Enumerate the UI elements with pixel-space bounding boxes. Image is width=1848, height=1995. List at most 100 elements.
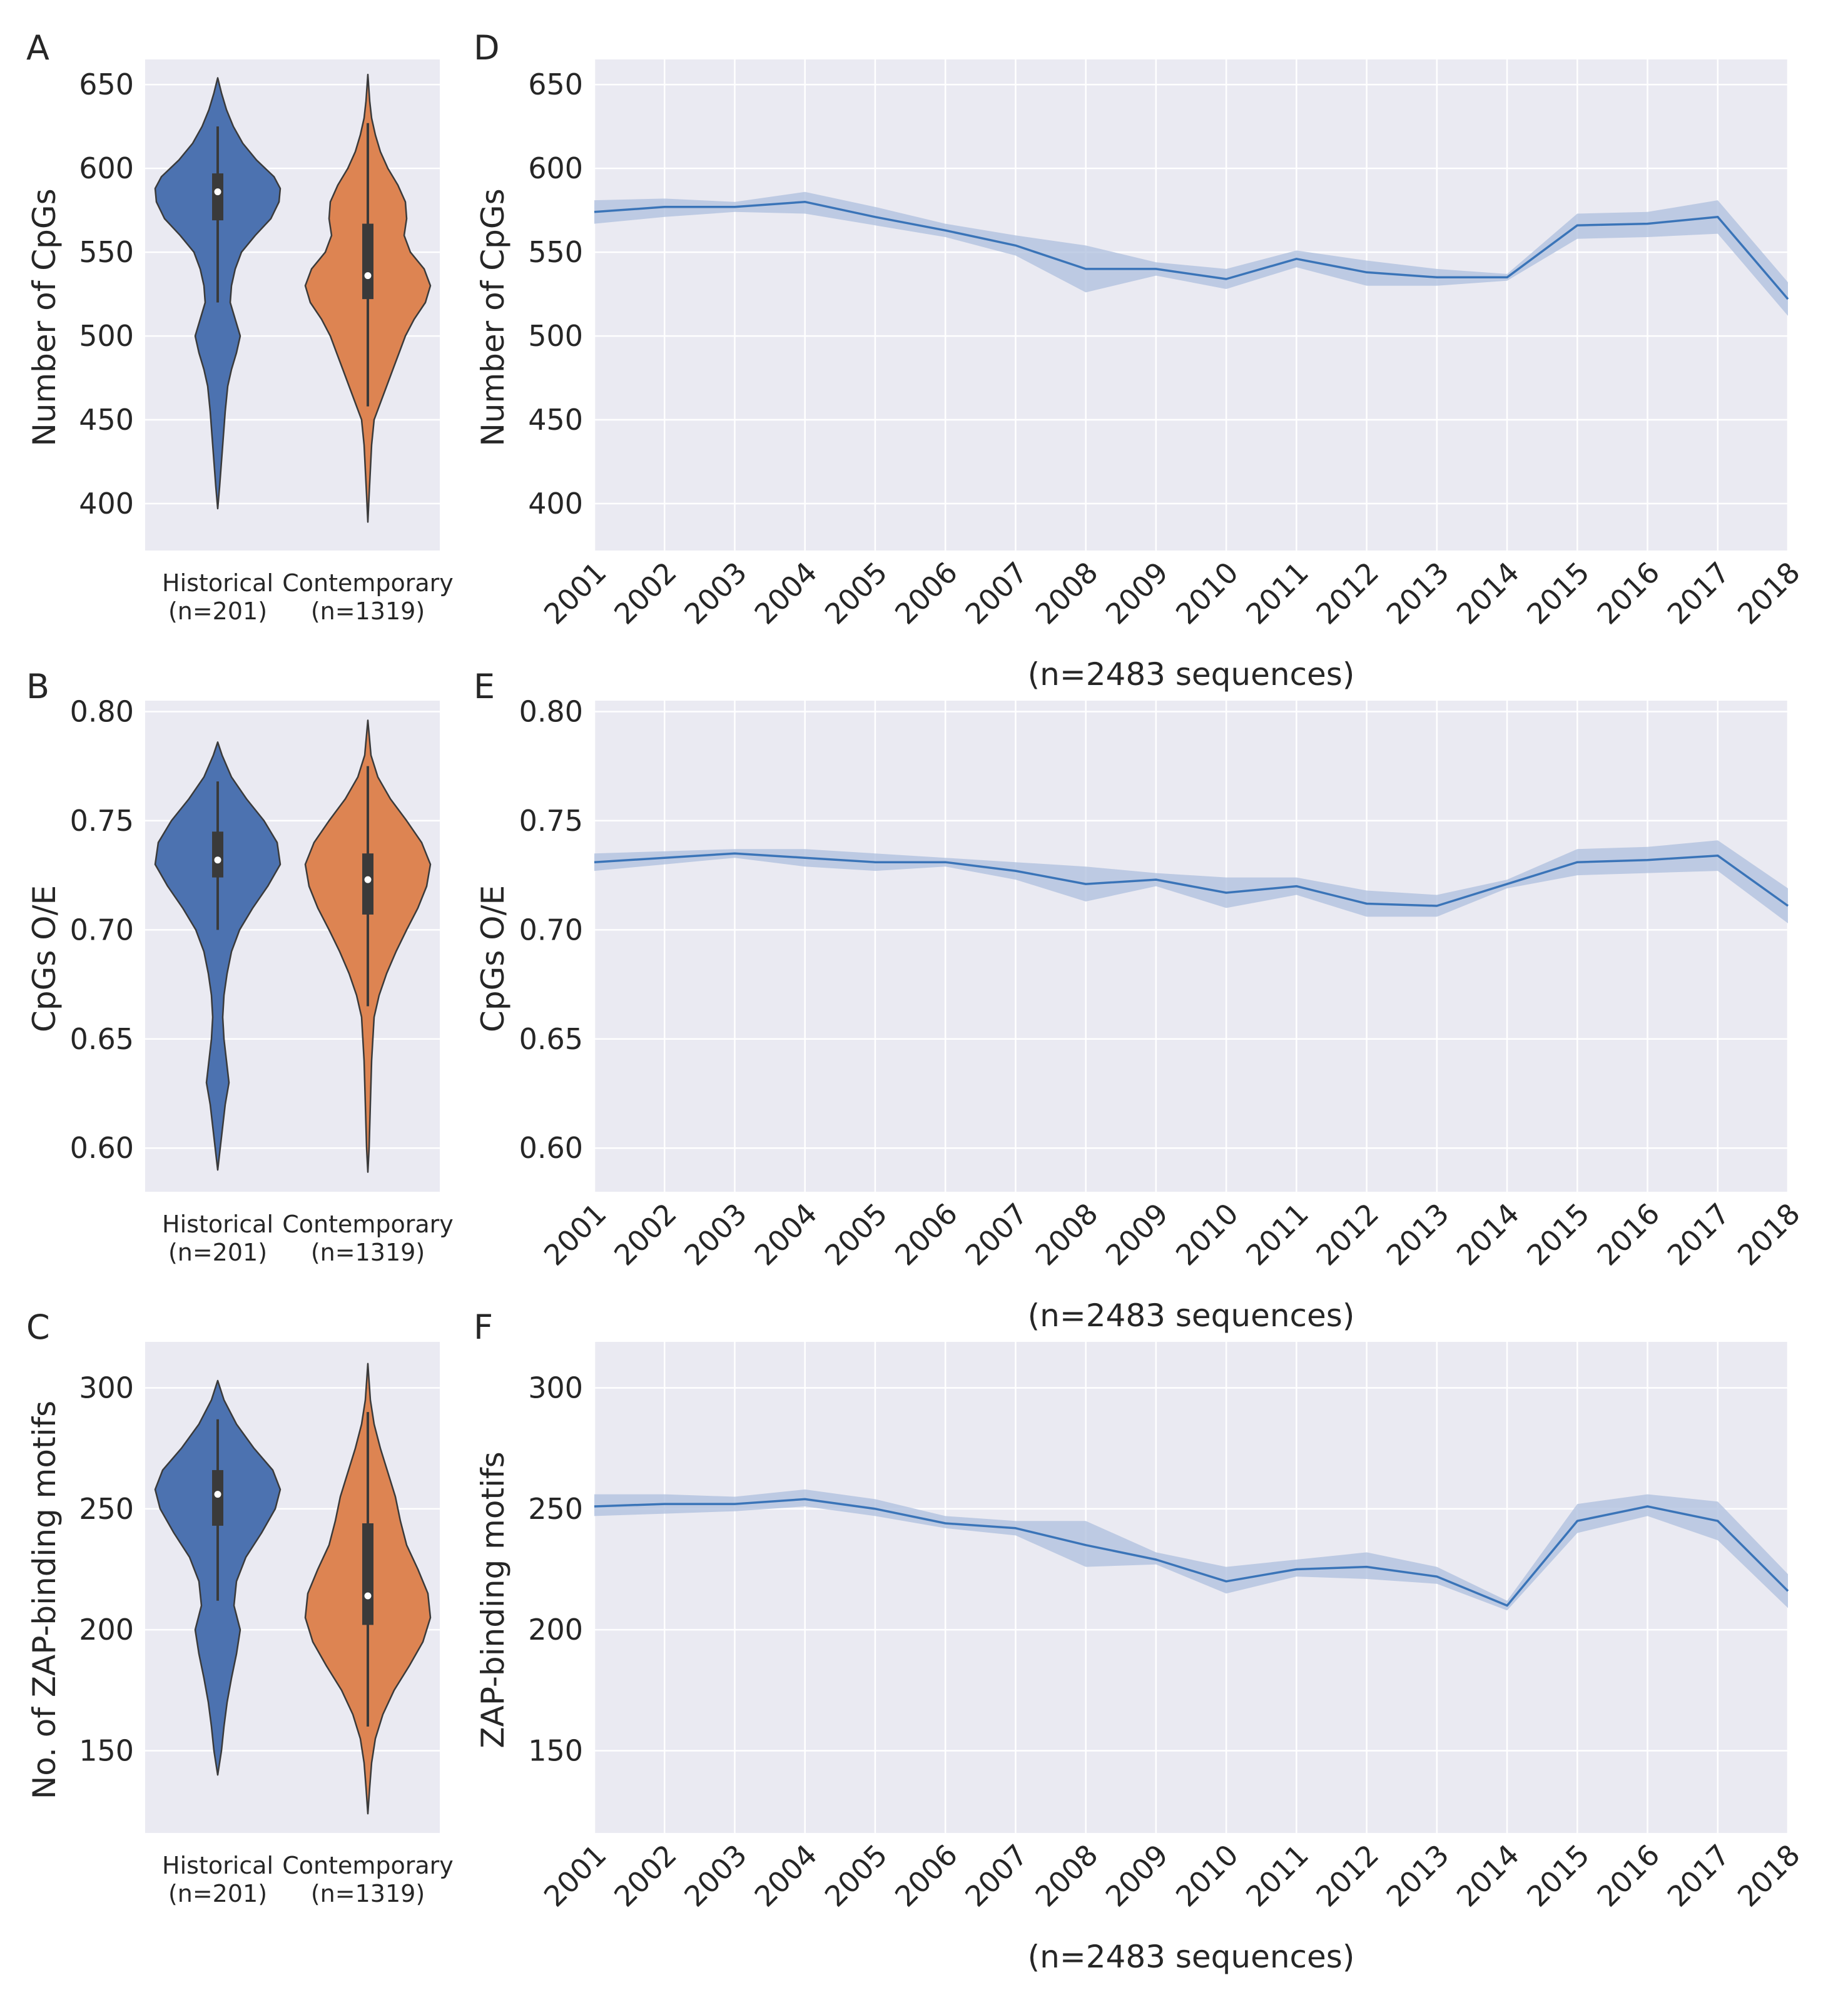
x-tick-label: 2001 (537, 556, 613, 631)
y-tick-label: 0.60 (519, 1131, 583, 1165)
x-tick-label: 2006 (888, 1197, 964, 1272)
x-tick-label: 2013 (1380, 556, 1456, 631)
violin-iqr-box (212, 173, 223, 221)
y-tick-label: 0.60 (70, 1131, 134, 1165)
x-tick-label: 2018 (1731, 1838, 1807, 1914)
x-tick-label: 2007 (958, 1197, 1034, 1272)
category-label: Contemporary (282, 569, 454, 597)
panel-letter: B (26, 667, 49, 706)
x-tick-label: 2008 (1028, 556, 1104, 631)
x-tick-label: 2017 (1661, 1197, 1737, 1272)
x-tick-label: 2014 (1450, 1197, 1526, 1272)
y-tick-label: 150 (528, 1734, 583, 1768)
confidence-band (594, 1489, 1788, 1611)
x-tick-label: 2016 (1590, 1197, 1666, 1272)
category-n-label: (n=1319) (311, 1880, 425, 1907)
x-tick-label: 2012 (1309, 1197, 1385, 1272)
y-tick-label: 300 (79, 1371, 134, 1404)
x-tick-label: 2005 (818, 1838, 894, 1914)
x-tick-label: 2010 (1169, 1838, 1245, 1914)
x-axis-label: (n=2483 sequences) (1028, 1297, 1355, 1334)
x-tick-label: 2015 (1520, 1197, 1596, 1272)
violin-median-dot (364, 1592, 372, 1600)
x-tick-label: 2013 (1380, 1838, 1456, 1914)
violin-iqr-box (362, 223, 373, 300)
violin-median-dot (214, 188, 221, 196)
y-tick-label: 600 (79, 151, 134, 185)
violin-iqr-box (362, 1523, 373, 1625)
x-tick-label: 2009 (1099, 556, 1175, 631)
y-tick-label: 0.65 (70, 1022, 134, 1056)
y-tick-label: 550 (79, 235, 134, 269)
x-tick-label: 2002 (607, 1197, 683, 1272)
y-tick-label: 200 (528, 1613, 583, 1647)
plot-background (594, 1342, 1788, 1833)
panel-letter: C (26, 1307, 50, 1347)
category-n-label: (n=201) (168, 1880, 267, 1907)
y-tick-label: 400 (528, 487, 583, 520)
category-n-label: (n=201) (168, 597, 267, 625)
y-tick-label: 0.75 (70, 804, 134, 838)
y-tick-label: 250 (528, 1492, 583, 1526)
mean-line (594, 852, 1789, 907)
confidence-band (594, 191, 1788, 316)
x-tick-label: 2018 (1731, 556, 1807, 631)
category-n-label: (n=1319) (311, 1239, 425, 1266)
y-tick-label: 300 (528, 1371, 583, 1404)
category-label: Historical (162, 1211, 273, 1238)
y-axis-label: Number of CpGs (475, 188, 511, 446)
x-tick-label: 2012 (1309, 1838, 1385, 1914)
y-tick-label: 650 (528, 68, 583, 101)
panel-letter: A (26, 28, 49, 68)
x-tick-label: 2015 (1520, 1838, 1596, 1914)
y-axis-label: No. of ZAP-binding motifs (26, 1401, 63, 1799)
y-tick-label: 0.75 (519, 804, 583, 838)
panel-c: 150 200 250 300 C No. of ZAP-binding motifs Hi… (26, 1307, 454, 1907)
y-tick-label: 0.80 (519, 694, 583, 728)
x-tick-label: 2016 (1590, 1838, 1666, 1914)
category-label: Contemporary (282, 1852, 454, 1879)
x-tick-label: 2015 (1520, 556, 1596, 631)
y-tick-label: 500 (528, 319, 583, 353)
violin-median-dot (364, 272, 372, 280)
category-label: Historical (162, 569, 273, 597)
y-axis-label: Number of CpGs (26, 188, 63, 446)
mean-line (594, 1498, 1789, 1607)
violin-iqr-box (212, 1470, 223, 1526)
x-tick-label: 2010 (1169, 1197, 1245, 1272)
y-axis-label: CpGs O/E (26, 885, 63, 1032)
x-tick-label: 2011 (1239, 556, 1315, 631)
violin-iqr-box (362, 853, 373, 915)
y-tick-label: 500 (79, 319, 134, 353)
x-tick-label: 2008 (1028, 1197, 1104, 1272)
x-tick-label: 2009 (1099, 1838, 1175, 1914)
x-tick-label: 2014 (1450, 1838, 1526, 1914)
y-tick-label: 250 (79, 1492, 134, 1526)
category-n-label: (n=201) (168, 1239, 267, 1266)
panel-letter: D (474, 28, 500, 68)
y-tick-label: 550 (528, 235, 583, 269)
y-tick-label: 200 (79, 1613, 134, 1647)
x-tick-label: 2013 (1380, 1197, 1456, 1272)
x-tick-label: 2008 (1028, 1838, 1104, 1914)
x-tick-label: 2003 (678, 1838, 753, 1914)
x-tick-label: 2017 (1661, 1838, 1737, 1914)
panel-letter: E (474, 667, 495, 706)
x-tick-label: 2018 (1731, 1197, 1807, 1272)
violin-historical (154, 741, 282, 1171)
x-tick-label: 2010 (1169, 556, 1245, 631)
panel-a: 400 450 500 550 600 650 A Number of CpGs Histori… (26, 28, 454, 625)
x-tick-label: 2004 (748, 556, 824, 631)
x-axis-label: (n=2483 sequences) (1028, 1939, 1355, 1975)
x-tick-label: 2006 (888, 556, 964, 631)
x-tick-label: 2017 (1661, 556, 1737, 631)
x-tick-label: 2004 (748, 1197, 824, 1272)
x-tick-label: 2007 (958, 556, 1034, 631)
category-label: Historical (162, 1852, 273, 1879)
x-tick-label: 2012 (1309, 556, 1385, 631)
y-axis-label: CpGs O/E (475, 885, 511, 1032)
